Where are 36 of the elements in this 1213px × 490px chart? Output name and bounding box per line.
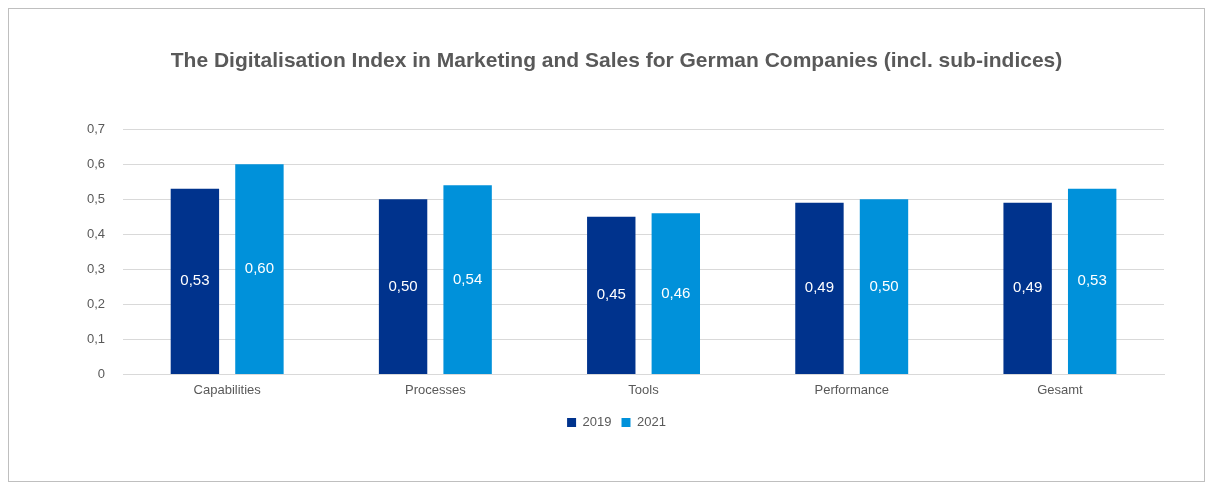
y-tick-label: 0 <box>97 365 106 381</box>
y-tick-label: 0,7 <box>86 120 106 136</box>
x-tick-label: Gesamt <box>1037 381 1084 397</box>
bar <box>651 213 701 374</box>
bar <box>443 185 492 374</box>
data-label: 0,46 <box>661 283 691 301</box>
bar <box>235 164 284 374</box>
bar <box>170 188 220 374</box>
data-label: 0,60 <box>244 259 275 277</box>
x-tick-label: Processes <box>405 381 467 397</box>
data-label: 0,50 <box>388 276 418 294</box>
y-tick-label: 0,4 <box>86 225 106 241</box>
bar <box>587 216 636 374</box>
chart-title: The Digitalisation Index in Marketing and Sales for German Companies (incl. sub-indices) <box>170 48 1063 72</box>
data-label: 0,45 <box>596 285 626 303</box>
data-label: 0,53 <box>180 271 210 289</box>
legend-label: 2021 <box>637 414 666 430</box>
bar <box>1003 202 1052 374</box>
data-label: 0,49 <box>804 278 835 296</box>
data-label: 0,49 <box>1013 278 1043 296</box>
y-tick-label: 0,1 <box>86 330 106 346</box>
legend-label: 2019 <box>582 414 612 430</box>
data-label: 0,54 <box>453 269 483 287</box>
bar <box>795 202 844 374</box>
bar <box>1067 188 1117 374</box>
x-tick-label: Capabilities <box>193 381 262 397</box>
y-tick-label: 0,6 <box>86 155 106 171</box>
bar <box>378 199 428 374</box>
y-tick-label: 0,3 <box>86 260 106 276</box>
data-label: 0,50 <box>869 276 899 294</box>
x-tick-label: Performance <box>814 381 889 397</box>
bar <box>859 199 909 374</box>
y-tick-label: 0,5 <box>86 190 106 206</box>
data-label: 0,53 <box>1077 271 1107 289</box>
y-tick-label: 0,2 <box>86 295 106 311</box>
x-tick-label: Tools <box>628 381 660 397</box>
